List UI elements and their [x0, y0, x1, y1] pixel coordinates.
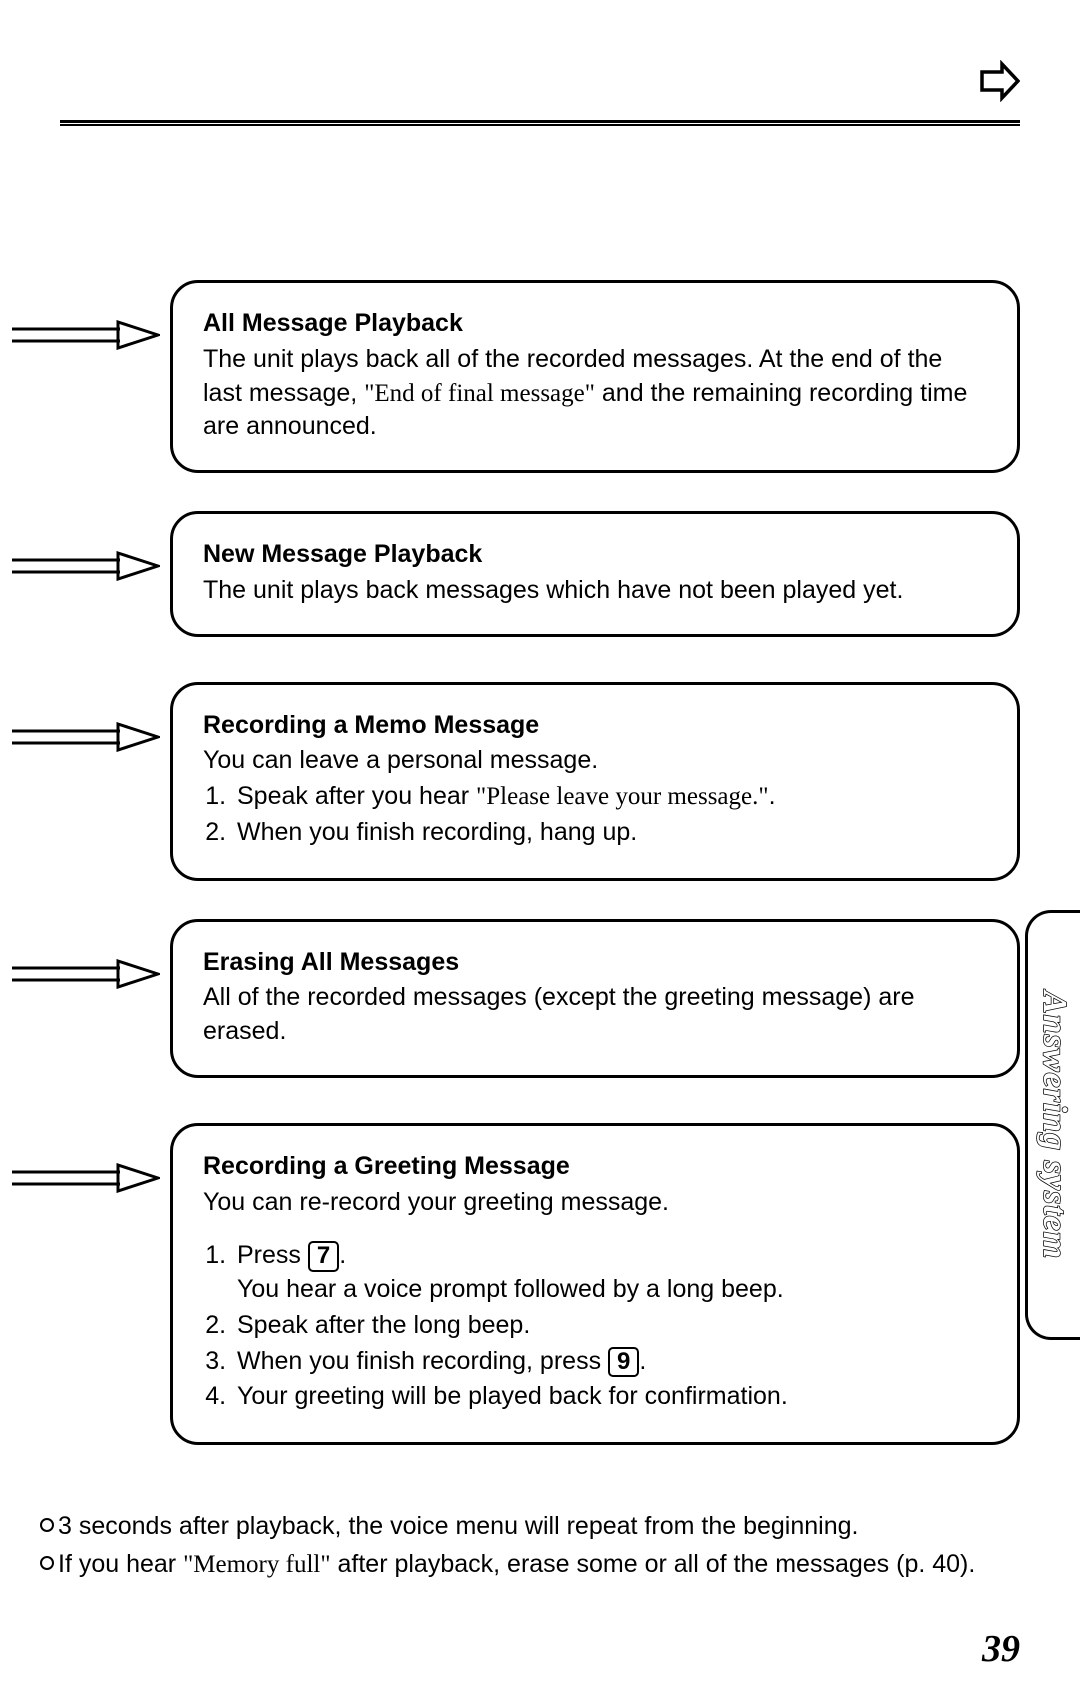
info-box: Recording a Memo MessageYou can leave a …: [170, 682, 1020, 881]
next-page-arrow-icon: [978, 60, 1020, 102]
box-body: All of the recorded messages (except the…: [203, 981, 987, 1049]
info-row: Erasing All MessagesAll of the recorded …: [10, 919, 1020, 1078]
box-title: Recording a Memo Message: [203, 709, 987, 743]
bullet-icon: [40, 1556, 54, 1570]
bullet-icon: [40, 1518, 54, 1532]
box-title: New Message Playback: [203, 538, 987, 572]
info-box: All Message PlaybackThe unit plays back …: [170, 280, 1020, 473]
info-row: All Message PlaybackThe unit plays back …: [10, 280, 1020, 473]
box-title: Erasing All Messages: [203, 946, 987, 980]
box-body: You can leave a personal message.Speak a…: [203, 744, 987, 849]
box-body: You can re-record your greeting message.…: [203, 1186, 987, 1415]
page-number: 39: [982, 1627, 1020, 1671]
side-tab: Answering system: [1025, 910, 1080, 1340]
info-box: Erasing All MessagesAll of the recorded …: [170, 919, 1020, 1078]
pointer-arrow-icon: [10, 280, 170, 355]
footer-note: 3 seconds after playback, the voice menu…: [40, 1510, 1000, 1544]
pointer-arrow-icon: [10, 1123, 170, 1198]
box-body: The unit plays back messages which have …: [203, 574, 987, 608]
info-box: New Message PlaybackThe unit plays back …: [170, 511, 1020, 637]
info-box: Recording a Greeting MessageYou can re-r…: [170, 1123, 1020, 1445]
pointer-arrow-icon: [10, 919, 170, 994]
pointer-arrow-icon: [10, 682, 170, 757]
footer-note: If you hear "Memory full" after playback…: [40, 1548, 1000, 1582]
side-tab-label: Answering system: [1035, 991, 1073, 1259]
box-body: The unit plays back all of the recorded …: [203, 343, 987, 444]
box-title: Recording a Greeting Message: [203, 1150, 987, 1184]
pointer-arrow-icon: [10, 511, 170, 586]
info-row: Recording a Greeting MessageYou can re-r…: [10, 1123, 1020, 1445]
info-row: New Message PlaybackThe unit plays back …: [10, 511, 1020, 637]
header-rule: [60, 120, 1020, 126]
info-row: Recording a Memo MessageYou can leave a …: [10, 682, 1020, 881]
box-title: All Message Playback: [203, 307, 987, 341]
content-area: All Message PlaybackThe unit plays back …: [10, 280, 1020, 1483]
footer-notes: 3 seconds after playback, the voice menu…: [40, 1510, 1000, 1586]
